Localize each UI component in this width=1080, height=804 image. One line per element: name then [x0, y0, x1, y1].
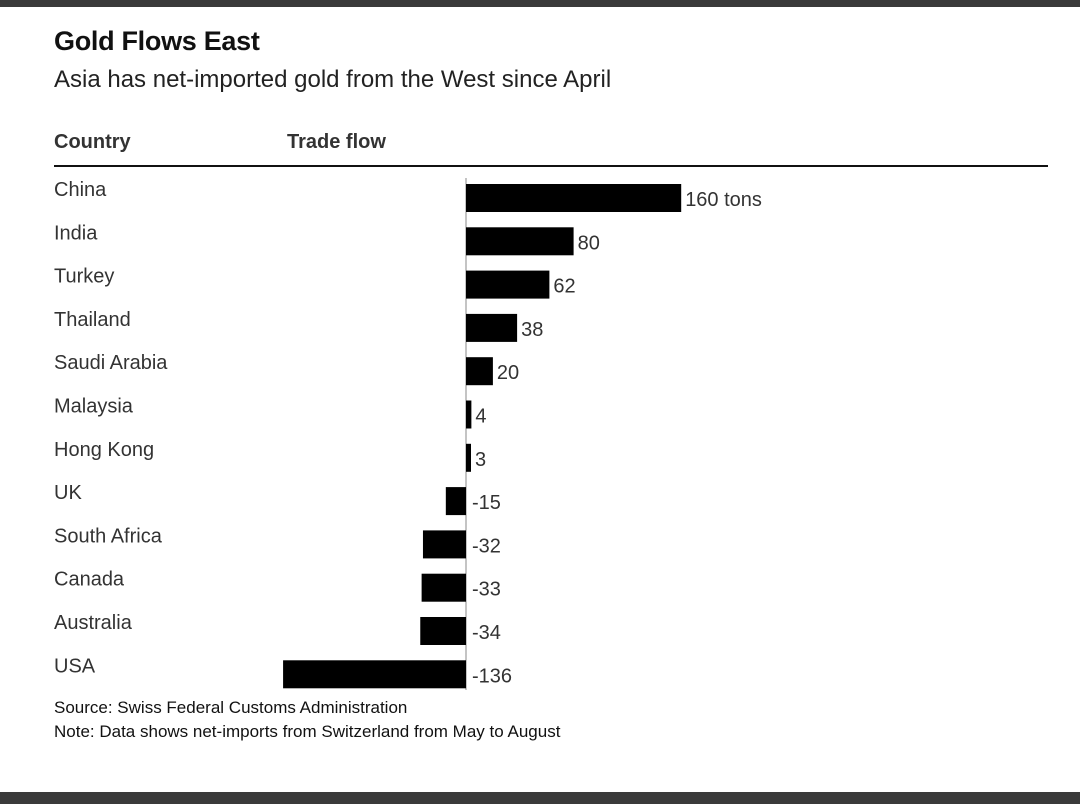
frame-top — [0, 0, 1080, 7]
source-note: Source: Swiss Federal Customs Administra… — [54, 698, 408, 717]
value-label-australia: -34 — [472, 622, 501, 644]
value-label-turkey: 62 — [553, 276, 575, 298]
bar-malaysia — [466, 400, 472, 429]
country-label-thailand: Thailand — [54, 309, 131, 331]
value-label-usa: -136 — [472, 665, 512, 687]
country-label-turkey: Turkey — [54, 266, 114, 288]
value-label-south-africa: -32 — [472, 535, 501, 557]
bar-turkey — [466, 270, 550, 299]
country-label-hong-kong: Hong Kong — [54, 439, 154, 461]
country-label-china: China — [54, 179, 107, 201]
value-label-canada: -33 — [472, 579, 501, 601]
country-label-usa: USA — [54, 655, 96, 677]
value-label-china: 160 tons — [685, 189, 762, 211]
bar-saudi-arabia — [466, 357, 493, 386]
value-label-india: 80 — [578, 232, 600, 254]
country-label-south-africa: South Africa — [54, 525, 163, 547]
bar-hong-kong — [466, 443, 471, 472]
country-label-india: India — [54, 222, 98, 244]
data-note: Note: Data shows net-imports from Switze… — [54, 722, 561, 741]
chart-title: Gold Flows East — [54, 26, 260, 56]
chart-card — [0, 7, 1080, 792]
value-label-thailand: 38 — [521, 319, 543, 341]
frame-bottom — [0, 792, 1080, 804]
value-label-malaysia: 4 — [475, 406, 486, 428]
country-label-saudi-arabia: Saudi Arabia — [54, 352, 168, 374]
chart-subtitle: Asia has net-imported gold from the West… — [54, 66, 612, 93]
value-label-hong-kong: 3 — [475, 449, 486, 471]
bar-thailand — [466, 313, 518, 342]
bar-australia — [420, 617, 466, 645]
country-label-australia: Australia — [54, 612, 133, 634]
value-label-uk: -15 — [472, 492, 501, 514]
value-label-saudi-arabia: 20 — [497, 362, 519, 384]
bar-south-africa — [422, 530, 466, 559]
column-header-trade-flow: Trade flow — [287, 131, 386, 153]
country-label-uk: UK — [54, 482, 82, 504]
bar-usa — [283, 660, 466, 689]
bar-uk — [445, 487, 466, 516]
bar-china — [466, 184, 682, 212]
header-rule — [54, 165, 1048, 167]
bar-india — [466, 227, 574, 256]
country-label-malaysia: Malaysia — [54, 396, 134, 418]
country-label-canada: Canada — [54, 569, 125, 591]
column-header-country: Country — [54, 131, 131, 153]
bar-canada — [421, 573, 466, 602]
